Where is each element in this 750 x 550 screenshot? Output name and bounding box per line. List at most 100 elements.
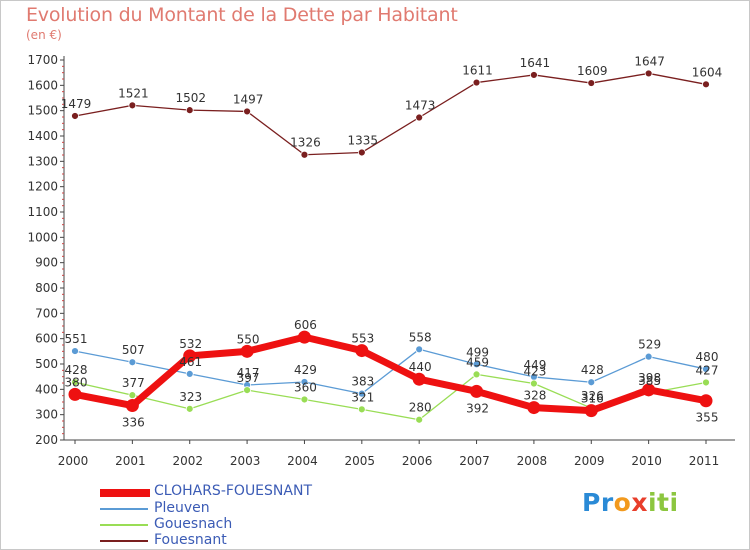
x-tick-label: 2001 xyxy=(115,454,146,468)
data-point xyxy=(355,344,369,358)
y-tick-label: 500 xyxy=(35,357,58,371)
data-point xyxy=(297,330,311,344)
legend-label: CLOHARS-FOUESNANT xyxy=(154,483,312,499)
data-point xyxy=(240,344,254,358)
x-tick-label: 2007 xyxy=(459,454,490,468)
proxiti-logo: Proxiti xyxy=(582,488,679,517)
x-tick-label: 2008 xyxy=(517,454,548,468)
data-point xyxy=(300,378,309,386)
data-point xyxy=(185,106,194,115)
x-tick-label: 2011 xyxy=(689,454,720,468)
x-tick-label: 2005 xyxy=(345,454,376,468)
data-label: 1611 xyxy=(462,64,493,78)
data-point xyxy=(530,379,538,388)
data-point xyxy=(357,148,366,157)
data-label: 385 xyxy=(638,374,661,388)
data-labels: 380 336 532 550 606 553 440 392 328 316 398 355 551 5… xyxy=(61,54,723,429)
y-tick-label: 300 xyxy=(35,408,58,422)
data-label: 328 xyxy=(523,389,546,403)
x-tick-label: 2009 xyxy=(574,454,605,468)
data-label: 449 xyxy=(523,358,546,372)
y-tick-label: 1400 xyxy=(27,129,58,143)
y-tick-label: 200 xyxy=(35,433,58,447)
x-tick-label: 2004 xyxy=(287,454,318,468)
data-point xyxy=(71,112,79,120)
data-label: 360 xyxy=(294,380,317,394)
data-point xyxy=(71,347,79,355)
data-label: 558 xyxy=(409,330,432,344)
data-point xyxy=(183,349,197,363)
data-point xyxy=(415,113,424,122)
data-label: 355 xyxy=(696,411,719,425)
y-tick-label: 1600 xyxy=(27,78,58,92)
data-label: 380 xyxy=(65,375,88,389)
data-point xyxy=(642,383,656,397)
data-point xyxy=(300,150,309,159)
data-label: 1473 xyxy=(405,99,436,113)
y-tick-label: 400 xyxy=(35,382,58,396)
data-point xyxy=(300,395,309,404)
data-point xyxy=(584,404,598,418)
data-label: 429 xyxy=(294,363,317,377)
data-label: 428 xyxy=(65,363,88,377)
logo-part: o xyxy=(613,488,632,517)
legend-label: Fouesnant xyxy=(154,532,227,548)
data-label: 507 xyxy=(122,343,145,357)
data-point xyxy=(357,405,366,414)
data-point xyxy=(125,399,139,413)
data-point xyxy=(527,401,541,415)
logo-part: Pr xyxy=(582,488,614,517)
y-tick-label: 1000 xyxy=(27,230,58,244)
logo-part: iti xyxy=(647,488,679,517)
legend-swatch xyxy=(100,488,150,497)
data-point xyxy=(472,360,481,369)
data-point xyxy=(530,71,538,79)
data-label: 1521 xyxy=(118,86,149,100)
data-label: 1609 xyxy=(577,64,608,78)
y-tick-label: 1100 xyxy=(27,205,58,219)
data-label: 606 xyxy=(294,318,317,332)
data-label: 529 xyxy=(638,338,661,352)
y-tick-label: 900 xyxy=(35,256,58,270)
data-label: 459 xyxy=(466,355,489,369)
y-tick-label: 1500 xyxy=(27,104,58,118)
data-point xyxy=(412,372,426,386)
legend-label: Pleuven xyxy=(154,500,210,516)
data-label: 423 xyxy=(523,365,546,379)
data-label: 1479 xyxy=(61,97,92,111)
data-label: 461 xyxy=(179,355,202,369)
data-point xyxy=(702,80,710,89)
y-tick-label: 600 xyxy=(35,332,58,346)
x-tick-label: 2006 xyxy=(402,454,433,468)
data-label: 440 xyxy=(409,360,432,374)
chart-title: Evolution du Montant de la Dette par Hab… xyxy=(26,4,458,26)
legend-swatch xyxy=(100,508,148,510)
series-line xyxy=(71,333,710,415)
data-label: 1497 xyxy=(233,92,264,106)
data-label: 326 xyxy=(581,389,604,403)
data-point xyxy=(472,78,481,87)
data-point xyxy=(68,387,82,401)
data-point xyxy=(357,389,366,398)
legend-swatch xyxy=(100,524,148,526)
data-label: 321 xyxy=(351,390,374,404)
data-label: 480 xyxy=(696,350,719,364)
data-point xyxy=(128,101,137,110)
y-tick-label: 1700 xyxy=(27,53,58,67)
series-line xyxy=(74,72,707,156)
data-point xyxy=(185,404,194,413)
data-point xyxy=(71,378,79,387)
data-label: 499 xyxy=(466,345,489,359)
data-label: 280 xyxy=(409,401,432,415)
data-label: 428 xyxy=(581,363,604,377)
data-point xyxy=(128,358,137,367)
y-tick-label: 1300 xyxy=(27,154,58,168)
legend-swatch xyxy=(100,540,148,542)
data-label: 323 xyxy=(179,390,202,404)
data-label: 550 xyxy=(237,332,260,346)
data-label: 377 xyxy=(122,376,145,390)
data-point xyxy=(587,378,596,387)
legend-label: Gouesnach xyxy=(154,516,233,532)
